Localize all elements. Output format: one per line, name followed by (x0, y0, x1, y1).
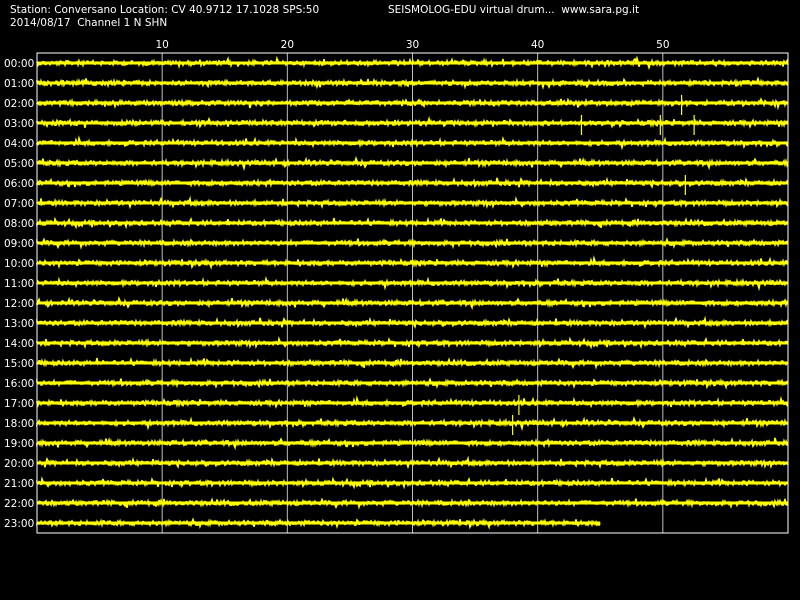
x-tick-labels: 10 20 30 40 50 (155, 39, 669, 51)
row-label: 04:00 (4, 138, 34, 150)
row-label: 01:00 (4, 78, 34, 90)
row-label: 07:00 (4, 198, 34, 210)
row-label: 23:00 (4, 518, 34, 530)
plot-frame (36, 52, 789, 534)
row-label: 13:00 (4, 318, 34, 330)
x-tick-label: 10 (155, 39, 168, 51)
row-label: 14:00 (4, 338, 34, 350)
row-label: 05:00 (4, 158, 34, 170)
row-time-labels: 00:00 01:00 02:00 03:00 04:00 05:00 06:00 07:00… (4, 58, 34, 530)
seismic-traces (36, 55, 789, 530)
row-label: 17:00 (4, 398, 34, 410)
row-label: 18:00 (4, 418, 34, 430)
x-tick-label: 30 (406, 39, 419, 51)
row-label: 12:00 (4, 298, 34, 310)
row-label: 06:00 (4, 178, 34, 190)
date-channel-info: 2014/08/17 Channel 1 N SHN (10, 17, 168, 29)
x-tick-label: 50 (656, 39, 669, 51)
row-label: 20:00 (4, 458, 34, 470)
row-label: 10:00 (4, 258, 34, 270)
x-tick-label: 40 (531, 39, 544, 51)
row-label: 03:00 (4, 118, 34, 130)
row-label: 09:00 (4, 238, 34, 250)
x-tick-label: 20 (281, 39, 294, 51)
row-label: 16:00 (4, 378, 34, 390)
drum-title: SEISMOLOG-EDU virtual drum... www.sara.p… (388, 4, 640, 16)
row-label: 02:00 (4, 98, 34, 110)
row-label: 15:00 (4, 358, 34, 370)
row-label: 11:00 (4, 278, 34, 290)
row-label: 08:00 (4, 218, 34, 230)
station-info: Station: Conversano Location: CV 40.9712… (10, 4, 320, 16)
row-label: 00:00 (4, 58, 34, 70)
row-label: 22:00 (4, 498, 34, 510)
grid-lines (161, 53, 664, 533)
row-label: 21:00 (4, 478, 34, 490)
row-label: 19:00 (4, 438, 34, 450)
